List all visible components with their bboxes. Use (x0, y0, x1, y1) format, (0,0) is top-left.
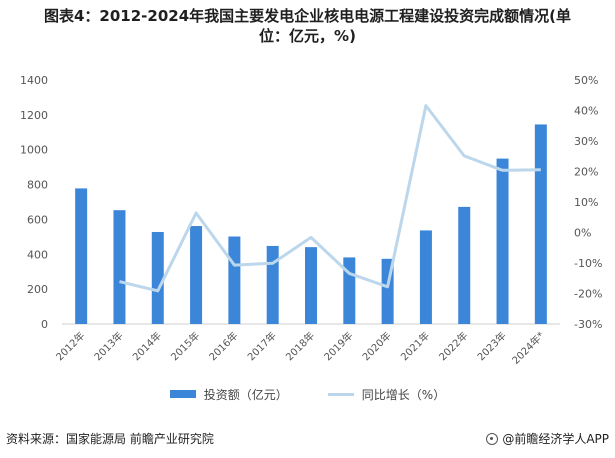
y-left-tick-label: 200 (27, 283, 48, 296)
chart-legend: 投资额（亿元） 同比增长（%） (0, 384, 615, 404)
bar (534, 124, 547, 324)
y-left-tick-label: 1200 (20, 109, 48, 122)
x-tick-label: 2020年 (359, 329, 393, 363)
y-left-tick-label: 800 (27, 179, 48, 192)
bar (266, 245, 279, 324)
y-right-tick-label: 50% (574, 74, 598, 87)
legend-item-investment: 投资额（亿元） (169, 386, 288, 403)
x-tick-label: 2022年 (436, 329, 470, 363)
legend-label-investment: 投资额（亿元） (203, 387, 288, 402)
bar (496, 158, 509, 324)
x-tick-label: 2015年 (168, 329, 202, 363)
legend-item-growth: 同比增长（%） (327, 386, 446, 403)
y-left-tick-label: 0 (41, 318, 48, 331)
y-right-tick-label: 40% (574, 105, 598, 118)
x-tick-label: 2023年 (474, 329, 508, 363)
y-right-tick-label: -20% (574, 288, 602, 301)
growth-line (119, 104, 541, 293)
y-right-tick-label: 20% (574, 166, 598, 179)
x-tick-label: 2013年 (91, 329, 125, 363)
source-note: 资料来源：国家能源局 前瞻产业研究院 (6, 432, 214, 446)
y-left-tick-label: 1000 (20, 144, 48, 157)
bar (151, 231, 164, 324)
bar (113, 210, 126, 324)
y-left-tick-label: 600 (27, 213, 48, 226)
bar (190, 226, 203, 324)
x-tick-label: 2021年 (398, 329, 432, 363)
y-left-tick-label: 1400 (20, 74, 48, 87)
brand-logo-icon (486, 432, 499, 445)
x-tick-label: 2019年 (321, 329, 355, 363)
x-tick-label: 2016年 (206, 329, 240, 363)
bar (305, 247, 317, 324)
y-right-tick-label: -30% (574, 318, 602, 331)
brand-credit-text: @前瞻经济学人APP (502, 432, 609, 446)
chart-title-line1: 图表4：2012-2024年我国主要发电企业核电电源工程建设投资完成额情况(单 (43, 7, 572, 25)
bar (458, 206, 471, 324)
legend-label-growth: 同比增长（%） (361, 387, 446, 402)
x-tick-label: 2017年 (245, 329, 279, 363)
y-right-tick-label: 0% (574, 227, 591, 240)
x-tick-label: 2024年* (509, 329, 547, 367)
y-right-tick-label: 30% (574, 135, 598, 148)
x-tick-label: 2014年 (130, 329, 164, 363)
bar (419, 230, 432, 324)
x-tick-label: 2018年 (283, 329, 317, 363)
x-tick-label: 2012年 (53, 329, 87, 363)
bar (228, 236, 241, 324)
legend-swatch-line (327, 392, 354, 396)
legend-swatch-bar (169, 390, 196, 398)
y-right-tick-label: -10% (574, 257, 602, 270)
brand-credit: @前瞻经济学人APP (486, 430, 609, 447)
footer: 资料来源：国家能源局 前瞻产业研究院 @前瞻经济学人APP (0, 426, 615, 448)
bar (75, 188, 88, 324)
y-left-tick-label: 400 (27, 248, 48, 261)
chart-title: 图表4：2012-2024年我国主要发电企业核电电源工程建设投资完成额情况(单 … (0, 6, 615, 46)
chart-title-line2: 位：亿元，%) (259, 27, 356, 45)
y-right-tick-label: 10% (574, 196, 598, 209)
